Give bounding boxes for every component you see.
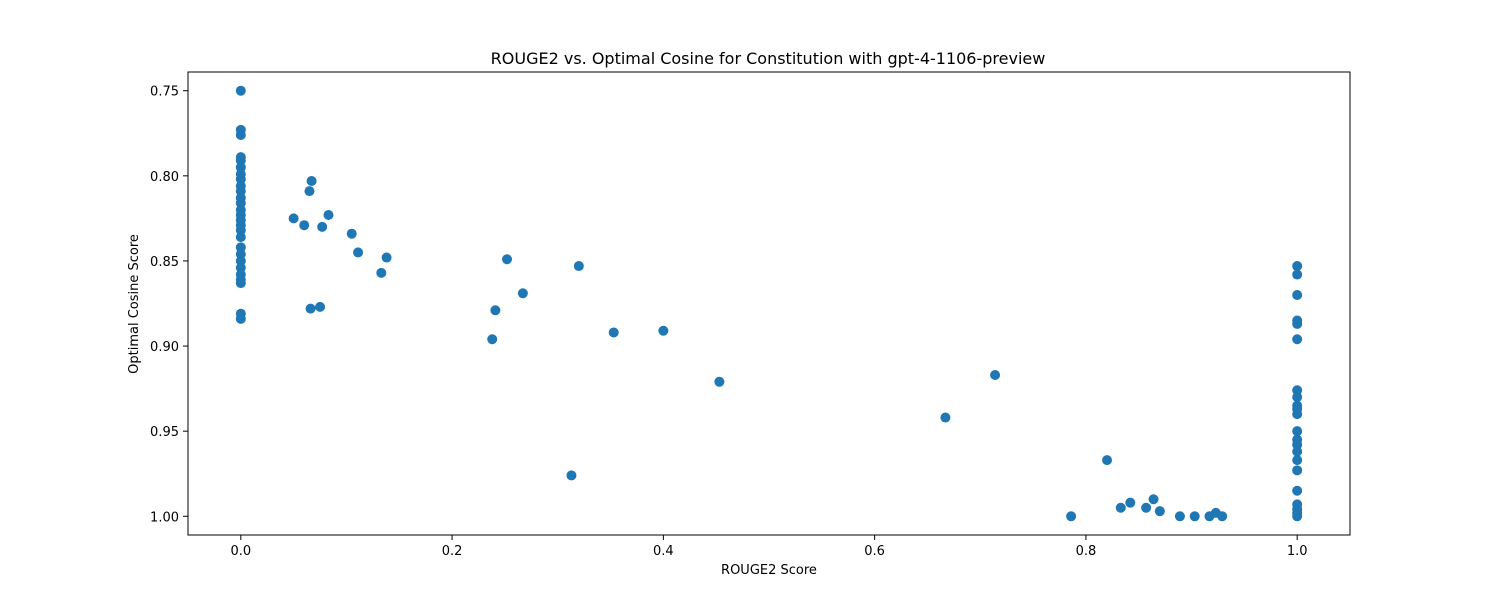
points-layer	[235, 85, 1303, 522]
x-tick-label: 0.8	[1076, 544, 1097, 559]
x-tick-label: 1.0	[1287, 544, 1308, 559]
data-point	[346, 228, 357, 239]
data-point	[566, 470, 577, 481]
data-point	[1141, 502, 1152, 513]
data-point	[299, 220, 310, 231]
data-point	[1102, 455, 1113, 466]
data-point	[990, 369, 1001, 380]
data-point	[1292, 261, 1303, 272]
data-point	[1189, 511, 1200, 522]
data-point	[940, 412, 951, 423]
data-point	[235, 313, 246, 324]
data-point	[1292, 289, 1303, 300]
data-point	[1148, 494, 1159, 505]
data-point	[1154, 506, 1165, 517]
y-tick-label: 1.00	[150, 510, 179, 525]
data-point	[487, 334, 498, 345]
data-point	[235, 85, 246, 96]
data-point	[288, 213, 299, 224]
data-point	[1292, 511, 1303, 522]
x-tick-label: 0.0	[230, 544, 251, 559]
data-point	[353, 247, 364, 258]
data-point	[714, 376, 725, 387]
data-point	[323, 209, 334, 220]
data-point	[573, 261, 584, 272]
data-point	[376, 267, 387, 278]
y-tick-label: 0.90	[150, 340, 179, 355]
plot-frame	[187, 71, 1351, 536]
data-point	[235, 129, 246, 140]
y-tick-label: 0.75	[150, 85, 179, 100]
data-point	[317, 221, 328, 232]
data-point	[304, 186, 315, 197]
data-point	[658, 325, 669, 336]
data-point	[381, 252, 392, 263]
data-point	[1292, 318, 1303, 329]
chart-title: ROUGE2 vs. Optimal Cosine for Constituti…	[491, 49, 1046, 68]
x-axis-label: ROUGE2 Score	[721, 563, 817, 578]
data-point	[235, 278, 246, 289]
data-point	[1292, 446, 1303, 457]
data-point	[1292, 485, 1303, 496]
y-tick-label: 0.95	[150, 425, 179, 440]
data-point	[1292, 409, 1303, 420]
data-point	[305, 303, 316, 314]
data-point	[1292, 392, 1303, 403]
data-point	[1292, 269, 1303, 280]
data-point	[1066, 511, 1077, 522]
y-tick-label: 0.80	[150, 170, 179, 185]
data-point	[235, 232, 246, 243]
data-point	[1292, 455, 1303, 466]
y-tick-label: 0.85	[150, 255, 179, 270]
x-axis-ticks: 0.0 0.2 0.4 0.6 0.8 1.0	[230, 535, 1308, 559]
data-point	[517, 288, 528, 299]
data-point	[1217, 511, 1228, 522]
data-point	[1292, 334, 1303, 345]
data-point	[1115, 502, 1126, 513]
y-axis-ticks: 0.75 0.80 0.85 0.90 0.95 1.00	[150, 85, 188, 525]
data-point	[306, 175, 317, 186]
data-point	[1174, 511, 1185, 522]
x-tick-label: 0.2	[442, 544, 463, 559]
data-point	[1292, 465, 1303, 476]
data-point	[315, 301, 326, 312]
x-tick-label: 0.4	[653, 544, 674, 559]
y-axis-label: Optimal Cosine Score	[127, 234, 142, 374]
data-point	[1125, 497, 1136, 508]
data-point	[490, 305, 501, 316]
x-tick-label: 0.6	[864, 544, 885, 559]
data-point	[608, 327, 619, 338]
data-point	[1292, 426, 1303, 437]
data-point	[502, 254, 513, 265]
